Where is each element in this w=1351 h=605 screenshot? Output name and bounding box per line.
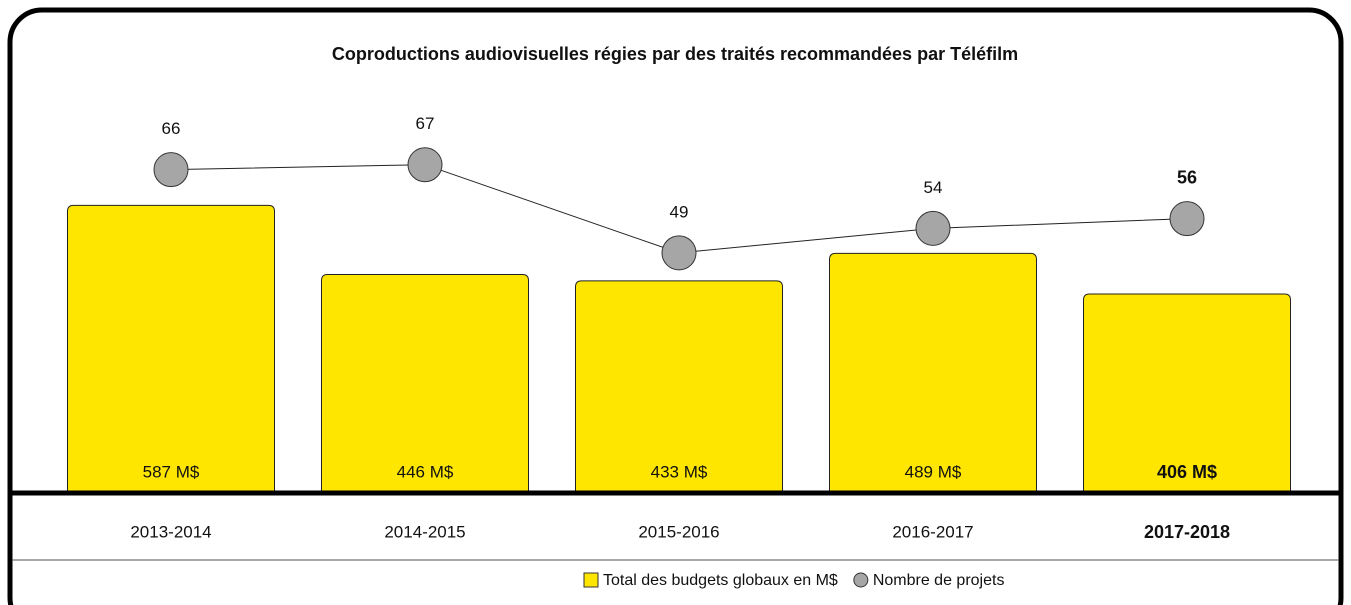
point [153,152,189,188]
legend-label: Nombre de projets [873,572,1005,589]
point-value-label: 49 [670,202,689,221]
point [661,235,697,271]
bar-value-label: 433 M$ [651,462,708,481]
point [915,210,951,246]
point-value-label: 56 [1177,167,1197,187]
point [1169,201,1205,237]
point-value-label: 54 [924,178,943,197]
bar [1082,293,1292,494]
x-tick-label: 2015-2016 [638,522,719,541]
bar-value-label: 446 M$ [397,462,454,481]
x-tick-label: 2017-2018 [1144,522,1230,542]
point [407,147,443,183]
x-tick-label: 2014-2015 [384,522,465,541]
point-value-label: 66 [162,119,181,138]
x-tick-label: 2013-2014 [130,522,211,541]
bar [320,273,530,494]
legend-label: Total des budgets globaux en M$ [603,572,838,589]
legend-swatch [853,572,869,588]
bar-value-label: 489 M$ [905,462,962,481]
bar [828,252,1038,494]
point-value-label: 67 [416,114,435,133]
bar [574,280,784,494]
chart-title: Coproductions audiovisuelles régies par … [332,44,1018,64]
x-tick-label: 2016-2017 [892,522,973,541]
bar [66,204,276,494]
bar-value-label: 406 M$ [1157,462,1217,482]
legend-swatch [583,572,599,588]
bar-value-label: 587 M$ [143,462,200,481]
